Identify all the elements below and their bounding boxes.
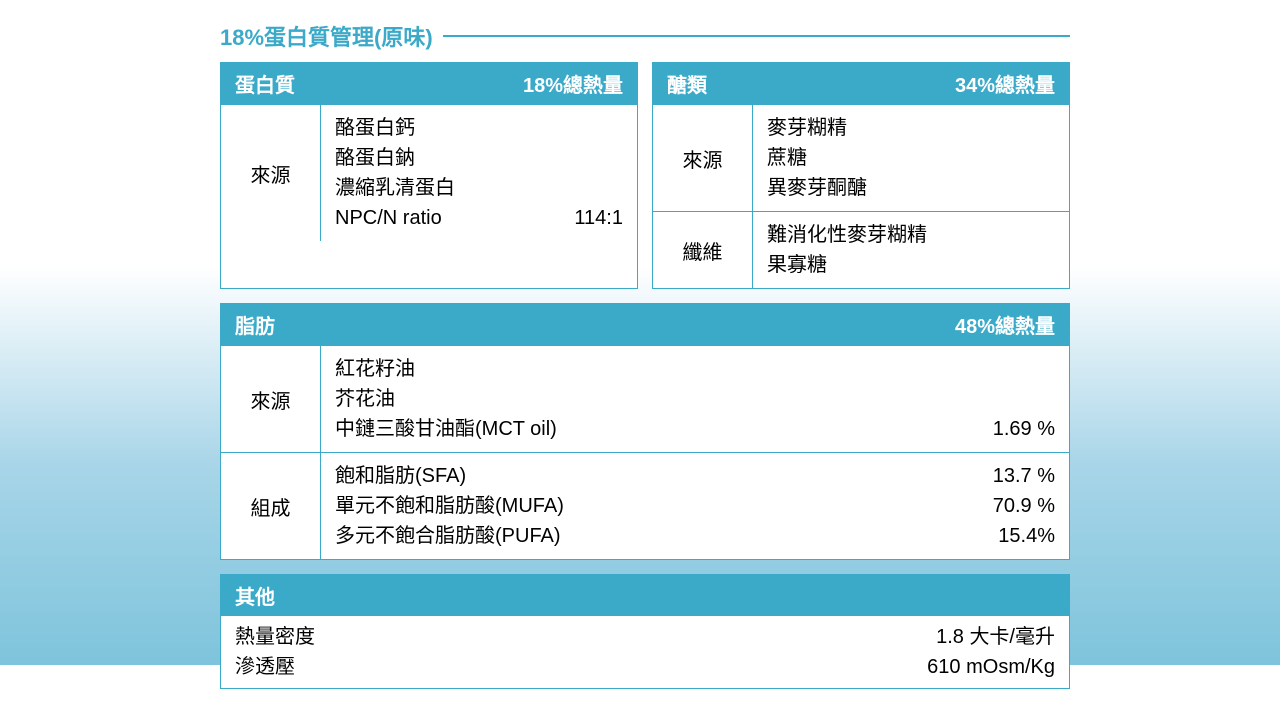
table-row: 異麥芽酮醣: [767, 173, 1055, 203]
fat-comp-content: 飽和脂肪(SFA)13.7 % 單元不飽和脂肪酸(MUFA)70.9 % 多元不…: [321, 453, 1069, 559]
table-row: 熱量密度1.8 大卡/毫升: [235, 622, 1055, 652]
protein-source-row: 來源 酪蛋白鈣 酪蛋白鈉 濃縮乳清蛋白 NPC/N ratio114:1: [221, 104, 637, 241]
nutrition-sheet: 18%蛋白質管理(原味) 蛋白質 18%總熱量 來源 酪蛋白鈣 酪蛋白鈉 濃縮乳…: [220, 20, 1070, 703]
title-divider: [443, 35, 1070, 37]
other-panel: 其他 熱量密度1.8 大卡/毫升 滲透壓610 mOsm/Kg: [220, 574, 1070, 689]
fat-header: 脂肪 48%總熱量: [221, 304, 1069, 345]
table-row: 蔗糖: [767, 143, 1055, 173]
table-row: 果寡糖: [767, 250, 1055, 280]
carb-fiber-row: 纖維 難消化性麥芽糊精 果寡糖: [653, 211, 1069, 288]
page-title: 18%蛋白質管理(原味): [220, 20, 443, 52]
carb-source-row: 來源 麥芽糊精 蔗糖 異麥芽酮醣: [653, 104, 1069, 211]
table-row: 麥芽糊精: [767, 113, 1055, 143]
other-header: 其他: [221, 575, 1069, 616]
protein-header: 蛋白質 18%總熱量: [221, 63, 637, 104]
table-row: 酪蛋白鈉: [335, 143, 623, 173]
table-row: 多元不飽合脂肪酸(PUFA)15.4%: [335, 521, 1055, 551]
carb-source-label: 來源: [653, 105, 753, 211]
table-row: 飽和脂肪(SFA)13.7 %: [335, 461, 1055, 491]
carb-panel: 醣類 34%總熱量 來源 麥芽糊精 蔗糖 異麥芽酮醣 纖維 難消化性麥芽糊精 果…: [652, 62, 1070, 289]
table-row: 難消化性麥芽糊精: [767, 220, 1055, 250]
protein-source-label: 來源: [221, 105, 321, 241]
protein-header-right: 18%總熱量: [523, 69, 623, 98]
fat-comp-label: 組成: [221, 453, 321, 559]
carb-header-right: 34%總熱量: [955, 69, 1055, 98]
table-row: 中鏈三酸甘油酯(MCT oil)1.69 %: [335, 414, 1055, 444]
table-row: 單元不飽和脂肪酸(MUFA)70.9 %: [335, 491, 1055, 521]
carb-source-content: 麥芽糊精 蔗糖 異麥芽酮醣: [753, 105, 1069, 211]
table-row: NPC/N ratio114:1: [335, 203, 623, 233]
carb-fiber-label: 纖維: [653, 212, 753, 288]
carb-header-left: 醣類: [667, 69, 707, 98]
table-row: 酪蛋白鈣: [335, 113, 623, 143]
table-row: 紅花籽油: [335, 354, 1055, 384]
fat-comp-row: 組成 飽和脂肪(SFA)13.7 % 單元不飽和脂肪酸(MUFA)70.9 % …: [221, 452, 1069, 559]
fat-source-content: 紅花籽油 芥花油 中鏈三酸甘油酯(MCT oil)1.69 %: [321, 346, 1069, 452]
protein-panel: 蛋白質 18%總熱量 來源 酪蛋白鈣 酪蛋白鈉 濃縮乳清蛋白 NPC/N rat…: [220, 62, 638, 289]
title-row: 18%蛋白質管理(原味): [220, 20, 1070, 52]
table-row: 濃縮乳清蛋白: [335, 173, 623, 203]
protein-source-content: 酪蛋白鈣 酪蛋白鈉 濃縮乳清蛋白 NPC/N ratio114:1: [321, 105, 637, 241]
table-row: 滲透壓610 mOsm/Kg: [235, 652, 1055, 682]
carb-header: 醣類 34%總熱量: [653, 63, 1069, 104]
top-panels: 蛋白質 18%總熱量 來源 酪蛋白鈣 酪蛋白鈉 濃縮乳清蛋白 NPC/N rat…: [220, 62, 1070, 289]
fat-source-row: 來源 紅花籽油 芥花油 中鏈三酸甘油酯(MCT oil)1.69 %: [221, 345, 1069, 452]
fat-source-label: 來源: [221, 346, 321, 452]
protein-header-left: 蛋白質: [235, 69, 295, 98]
fat-panel: 脂肪 48%總熱量 來源 紅花籽油 芥花油 中鏈三酸甘油酯(MCT oil)1.…: [220, 303, 1070, 560]
fat-header-left: 脂肪: [235, 310, 275, 339]
table-row: 芥花油: [335, 384, 1055, 414]
other-content: 熱量密度1.8 大卡/毫升 滲透壓610 mOsm/Kg: [221, 616, 1069, 688]
other-header-text: 其他: [235, 581, 275, 610]
carb-fiber-content: 難消化性麥芽糊精 果寡糖: [753, 212, 1069, 288]
fat-header-right: 48%總熱量: [955, 310, 1055, 339]
